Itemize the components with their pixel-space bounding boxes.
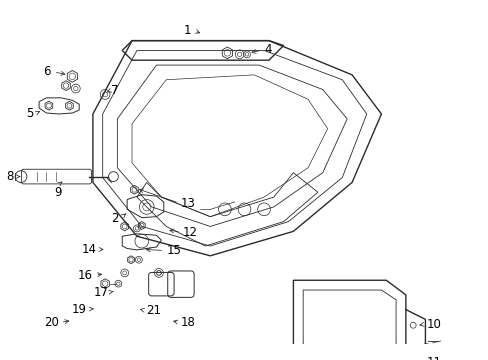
Text: 17: 17	[93, 286, 108, 299]
Text: 19: 19	[72, 303, 87, 316]
Text: 8: 8	[6, 170, 14, 183]
Text: 21: 21	[145, 304, 161, 317]
Text: 9: 9	[54, 186, 61, 199]
Text: 14: 14	[81, 243, 97, 256]
Text: 6: 6	[43, 65, 50, 78]
Text: 10: 10	[426, 318, 440, 331]
Text: 15: 15	[166, 244, 181, 257]
Text: 2: 2	[111, 212, 118, 225]
Text: 13: 13	[181, 197, 195, 210]
Text: 12: 12	[183, 226, 198, 239]
Text: 16: 16	[78, 269, 93, 282]
Text: 18: 18	[181, 316, 195, 329]
Text: 7: 7	[111, 84, 119, 97]
Text: 1: 1	[183, 24, 190, 37]
Text: 20: 20	[44, 316, 59, 329]
Text: 4: 4	[264, 43, 271, 56]
Text: 5: 5	[26, 108, 33, 121]
Text: 11: 11	[426, 356, 440, 360]
